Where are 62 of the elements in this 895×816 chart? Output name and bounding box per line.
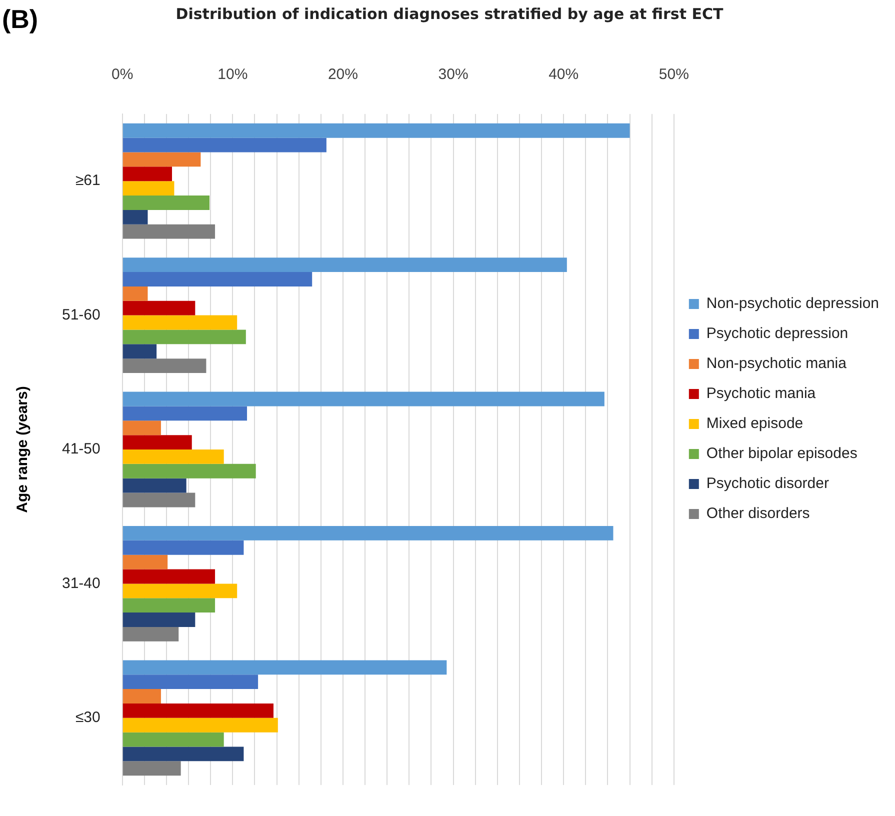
legend-label: Other bipolar episodes [706, 445, 858, 462]
bar [122, 761, 181, 776]
legend-label: Psychotic disorder [706, 475, 829, 492]
x-tick-label: 40% [548, 66, 579, 84]
legend-label: Non-psychotic depression [706, 295, 880, 312]
legend-label: Mixed episode [706, 415, 804, 432]
legend-label: Non-psychotic mania [706, 355, 848, 372]
bar [122, 181, 174, 196]
bar [122, 584, 238, 598]
bar [122, 689, 161, 704]
bar [122, 746, 244, 762]
bar [122, 540, 244, 555]
bar [122, 598, 216, 613]
bar [122, 258, 567, 272]
bar [122, 420, 161, 436]
bar [122, 406, 248, 421]
bar [122, 344, 157, 359]
x-tick-label: 10% [218, 66, 248, 84]
bar [122, 660, 447, 675]
x-tick-label: 50% [658, 66, 689, 84]
bar [122, 674, 258, 690]
x-tick-label: 0% [112, 66, 134, 84]
bar [122, 492, 196, 508]
legend-label: Other disorders [706, 505, 810, 522]
legend-label: Psychotic depression [706, 325, 848, 342]
bar [122, 358, 206, 374]
bar [122, 703, 274, 718]
y-tick-label: ≥61 [75, 172, 100, 190]
x-tick-label: 20% [328, 66, 358, 84]
bar [122, 392, 604, 406]
text: (B) [2, 4, 38, 35]
bar [122, 718, 278, 732]
chart-title: Distribution of indication diagnoses stratified by age at first ECT [176, 4, 724, 23]
bar [122, 478, 186, 493]
bar [122, 210, 148, 224]
y-tick-label: 51-60 [62, 306, 100, 324]
bar [122, 554, 168, 570]
bar [122, 464, 256, 478]
bar [122, 272, 312, 286]
y-tick-label: ≤30 [75, 709, 100, 726]
bar [122, 526, 614, 540]
bar [122, 166, 172, 182]
y-tick-label: 41-50 [62, 440, 100, 458]
bar [122, 612, 196, 627]
y-tick-label: 31-40 [62, 574, 100, 592]
bar [122, 286, 148, 301]
bar [122, 138, 326, 152]
bar [122, 315, 238, 330]
bar [122, 732, 224, 747]
bar [122, 450, 224, 464]
bar [122, 224, 216, 239]
bar [122, 569, 216, 584]
bar [122, 330, 246, 344]
bar [122, 196, 210, 210]
bar [122, 152, 201, 167]
bar [122, 435, 192, 450]
bar [122, 626, 179, 642]
bar [122, 300, 196, 316]
x-tick-label: 30% [438, 66, 468, 84]
bar [122, 123, 630, 138]
y-axis-title: Age range (years) [14, 386, 32, 513]
legend-label: Psychotic mania [706, 385, 816, 402]
